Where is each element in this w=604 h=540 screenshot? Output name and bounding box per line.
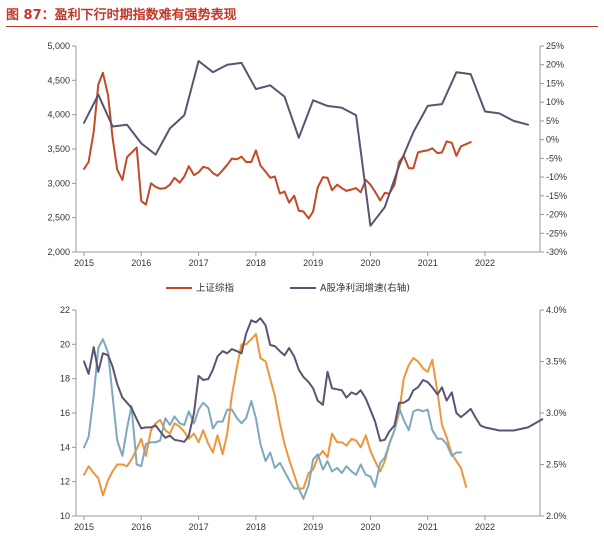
top-x-tick-label: 2019 [303,258,323,268]
legend-label-1: 上证综指 [196,282,235,294]
top-left-tick-label: 5,000 [47,41,70,51]
bottom-right-tick-label: 3.5% [546,357,567,367]
top-x-tick-label: 2020 [360,258,380,268]
top-series-line-1 [83,71,472,220]
top-series-line-2 [83,60,529,227]
top-x-tick-label: 2022 [475,258,495,268]
bottom-x-tick-label: 2015 [74,522,94,532]
top-left-tick-label: 4,500 [47,75,70,85]
top-right-tick-label: 25% [546,41,564,51]
top-right-tick-label: -15% [546,191,567,201]
top-right-tick-label: 5% [546,116,559,126]
bottom-right-tick-label: 2.5% [546,460,567,470]
bottom-series-line-3 [83,317,544,443]
top-x-tick-label: 2015 [74,258,94,268]
top-left-tick-label: 3,000 [47,178,70,188]
top-left-tick-label: 4,000 [47,110,70,120]
bottom-left-tick-label: 22 [60,305,70,315]
legend-label-2: A股净利润增速(右轴) [320,282,410,294]
bottom-right-tick-label: 4.0% [546,305,567,315]
bottom-x-tick-label: 2018 [246,522,266,532]
bottom-series-line-1 [83,333,468,497]
bottom-x-tick-label: 2017 [189,522,209,532]
bottom-x-tick-label: 2019 [303,522,323,532]
bottom-right-tick-label: 3.0% [546,408,567,418]
figure-title: 图 87：盈利下行时期指数难有强势表现 [6,8,237,23]
bottom-x-tick-label: 2022 [475,522,495,532]
top-right-tick-label: -20% [546,210,567,220]
top-right-tick-label: 10% [546,97,564,107]
top-right-tick-label: -5% [546,153,562,163]
top-right-tick-label: 20% [546,60,564,70]
bottom-x-tick-label: 2020 [360,522,380,532]
top-left-tick-label: 3,500 [47,144,70,154]
bottom-left-tick-label: 20 [60,339,70,349]
bottom-left-tick-label: 18 [60,374,70,384]
bottom-right-tick-label: 2.0% [546,511,567,521]
chart-top: 5,000 4,500 4,000 3,500 3,000 2,500 2,000 25% 20… [47,41,567,294]
bottom-x-tick-label: 2016 [131,522,151,532]
top-right-tick-label: -10% [546,172,567,182]
title-rule [6,26,598,27]
top-x-tick-label: 2016 [131,258,151,268]
top-x-tick-label: 2021 [418,258,438,268]
top-left-tick-label: 2,000 [47,247,70,257]
bottom-left-tick-label: 16 [60,408,70,418]
top-right-tick-label: 15% [546,78,564,88]
bottom-left-tick-label: 10 [60,511,70,521]
top-right-tick-label: 0% [546,135,559,145]
bottom-left-tick-label: 12 [60,477,70,487]
bottom-x-tick-label: 2021 [418,522,438,532]
bottom-left-tick-label: 14 [60,442,70,452]
top-x-tick-label: 2017 [189,258,209,268]
top-left-tick-label: 2,500 [47,213,70,223]
top-x-tick-label: 2018 [246,258,266,268]
top-right-tick-label: -30% [546,247,567,257]
top-right-tick-label: -25% [546,228,567,238]
bottom-series-line-2 [83,338,462,500]
